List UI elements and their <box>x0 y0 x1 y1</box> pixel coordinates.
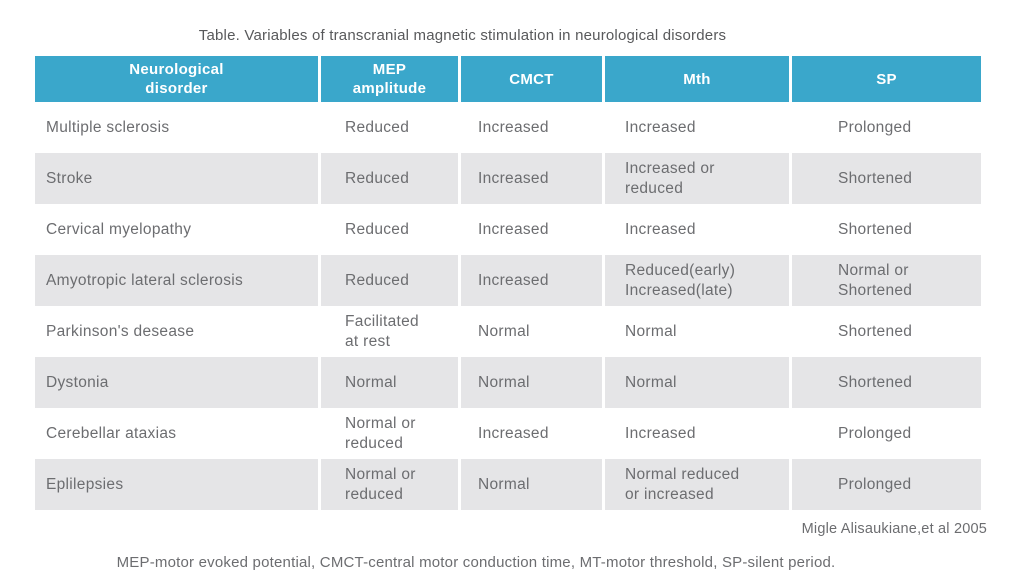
cell-sp: Normal or Shortened <box>792 255 981 306</box>
cell-mep: Reduced <box>345 220 410 238</box>
cell-disorder: Amyotropic lateral sclerosis <box>35 255 318 306</box>
cell-disorder: Cerebellar ataxias <box>46 424 177 442</box>
cell-mep: Reduced <box>321 255 458 306</box>
cell-cmct: Normal <box>461 459 602 510</box>
cell-sp: Shortened <box>792 357 981 408</box>
cell-disorder: Cervical myelopathy <box>46 220 192 238</box>
cell-disorder: Dystonia <box>35 357 318 408</box>
cell-disorder: Parkinson's desease <box>46 322 195 340</box>
cell-cmct: Increased <box>461 153 602 204</box>
table-row-amyotropic-lateral-sclerosis: Amyotropic lateral sclerosis Reduced Inc… <box>35 255 981 306</box>
cell-mth: Reduced(early) Increased(late) <box>605 255 789 306</box>
cell-mth: Increased <box>625 220 696 238</box>
cell-disorder: Stroke <box>35 153 318 204</box>
cell-mth: Normal <box>605 357 789 408</box>
cell-cmct: Normal <box>478 322 530 340</box>
cell-sp: Shortened <box>792 153 981 204</box>
tms-variables-table: Neurological disorder MEP amplitude CMCT… <box>32 56 984 510</box>
cell-cmct: Normal <box>461 357 602 408</box>
cell-sp: Prolonged <box>838 424 912 442</box>
cell-mth: Normal <box>625 322 677 340</box>
cell-mep: Reduced <box>345 118 410 136</box>
col-header-cmct: CMCT <box>461 56 602 102</box>
table-row-parkinsons-desease: Parkinson's desease Facilitated at rest … <box>35 306 981 357</box>
abbreviations-footnote: MEP-motor evoked potential, CMCT-central… <box>116 554 836 571</box>
cell-disorder: Eplilepsies <box>35 459 318 510</box>
col-header-mep-amplitude: MEP amplitude <box>321 56 458 102</box>
table-row-multiple-sclerosis: Multiple sclerosis Reduced Increased Inc… <box>35 102 981 153</box>
cell-cmct: Increased <box>478 220 549 238</box>
header-row: Neurological disorder MEP amplitude CMCT… <box>35 56 981 102</box>
table-row-cerebellar-ataxias: Cerebellar ataxias Normal or reduced Inc… <box>35 408 981 459</box>
cell-mth: Increased <box>625 118 696 136</box>
table-row-cervical-myelopathy: Cervical myelopathy Reduced Increased In… <box>35 204 981 255</box>
citation-text: Migle Alisaukiane,et al 2005 <box>801 521 987 537</box>
table-row-dystonia: Dystonia Normal Normal Normal Shortened <box>35 357 981 408</box>
cell-mep: Normal or reduced <box>345 414 416 452</box>
cell-cmct: Increased <box>478 118 549 136</box>
table-row-stroke: Stroke Reduced Increased Increased or re… <box>35 153 981 204</box>
cell-disorder: Multiple sclerosis <box>46 118 170 136</box>
table-title: Table. Variables of transcranial magneti… <box>198 27 727 44</box>
cell-cmct: Increased <box>478 424 549 442</box>
col-header-neurological-disorder: Neurological disorder <box>35 56 318 102</box>
cell-mth: Increased or reduced <box>605 153 789 204</box>
cell-mep: Facilitated at rest <box>345 312 419 350</box>
cell-mth: Increased <box>625 424 696 442</box>
cell-mep: Normal or reduced <box>321 459 458 510</box>
cell-mep: Normal <box>321 357 458 408</box>
cell-mth: Normal reduced or increased <box>605 459 789 510</box>
col-header-mth: Mth <box>605 56 789 102</box>
cell-sp: Prolonged <box>838 118 912 136</box>
cell-sp: Shortened <box>838 220 913 238</box>
col-header-sp: SP <box>792 56 981 102</box>
cell-cmct: Increased <box>461 255 602 306</box>
cell-mep: Reduced <box>321 153 458 204</box>
table-row-eplilepsies: Eplilepsies Normal or reduced Normal Nor… <box>35 459 981 510</box>
cell-sp: Prolonged <box>792 459 981 510</box>
cell-sp: Shortened <box>838 322 913 340</box>
